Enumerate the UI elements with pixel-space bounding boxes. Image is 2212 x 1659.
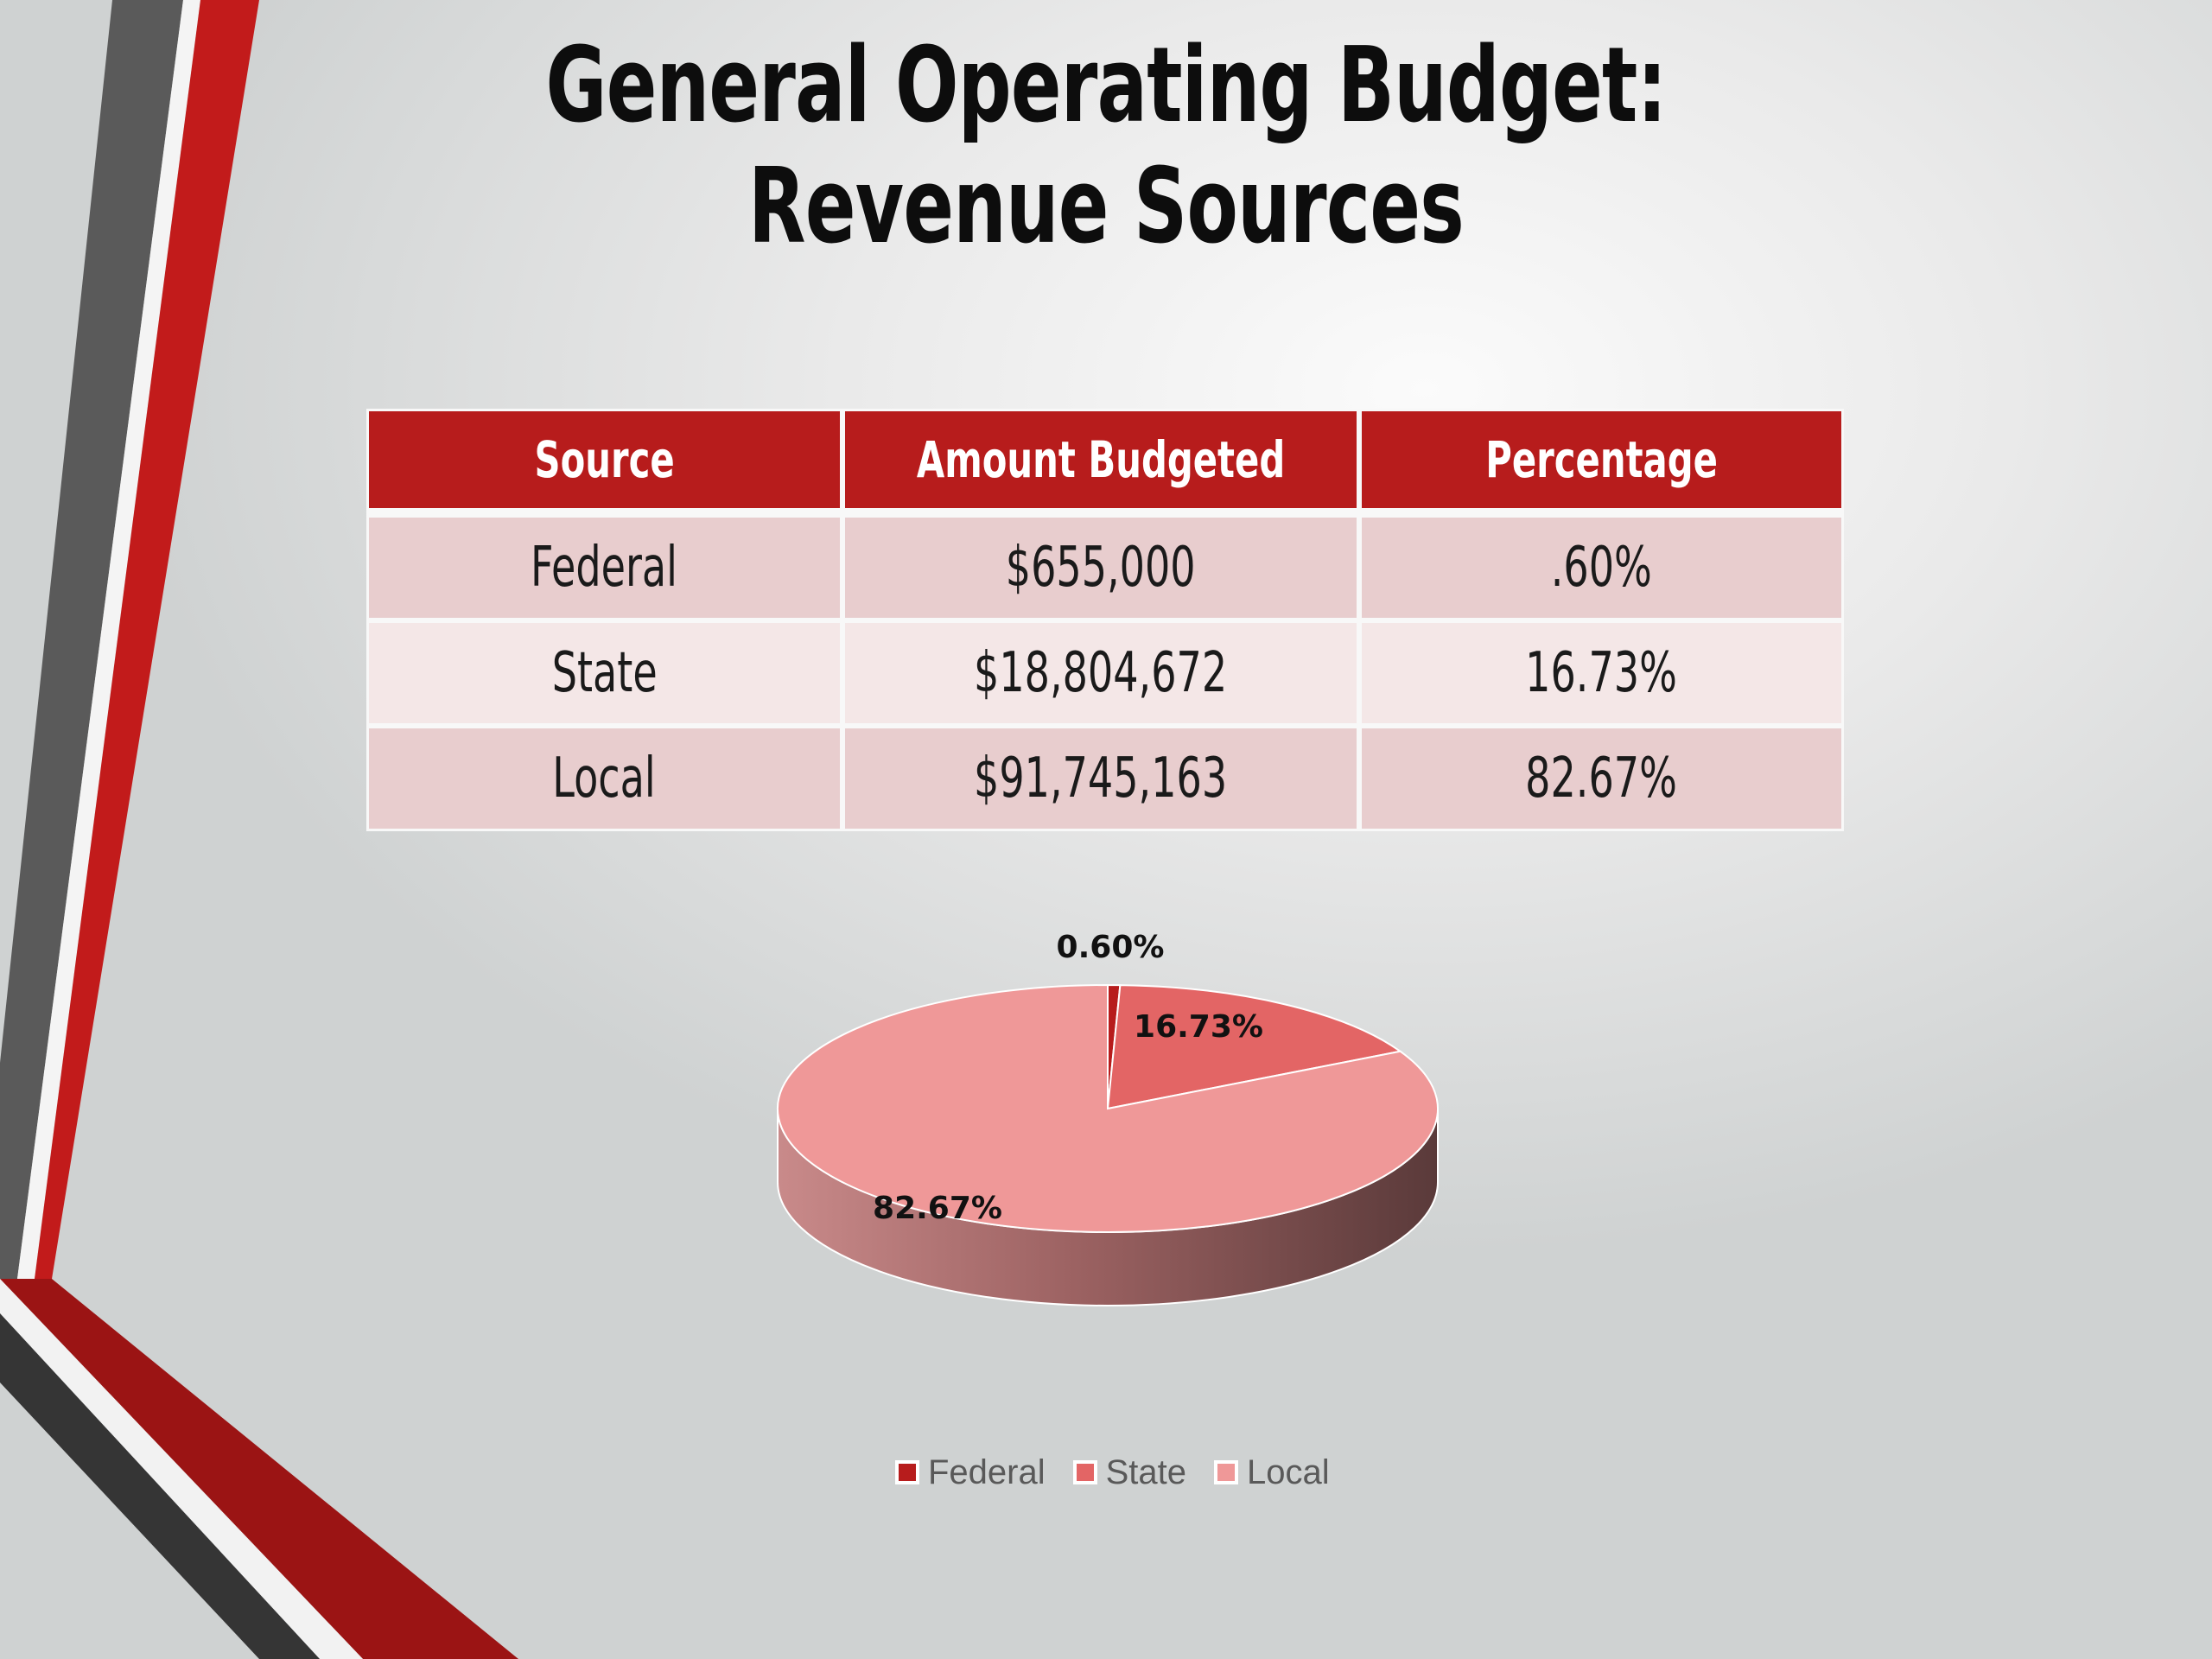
table-row: State $18,804,672 16.73%	[366, 620, 1844, 726]
legend-label: Local	[1247, 1452, 1330, 1491]
header-source: Source	[366, 409, 842, 515]
title-line-1: General Operating Budget:	[545, 26, 1668, 146]
legend-label: Federal	[928, 1452, 1046, 1491]
revenue-table: Source Amount Budgeted Percentage Federa…	[366, 409, 1844, 831]
cell-percentage: 82.67%	[1358, 726, 1844, 831]
cell-percentage: 16.73%	[1358, 620, 1844, 726]
legend-item-local: Local	[1214, 1453, 1330, 1492]
cell-source: Federal	[366, 515, 842, 620]
table-header-row: Source Amount Budgeted Percentage	[366, 409, 1844, 515]
data-label-federal: 0.60%	[1057, 930, 1165, 965]
legend-label: State	[1105, 1452, 1187, 1491]
chart-legend: Federal State Local	[895, 1448, 1330, 1497]
cell-percentage: .60%	[1358, 515, 1844, 620]
cell-amount: $655,000	[842, 515, 1359, 620]
data-label-local: 82.67%	[873, 1191, 1002, 1226]
legend-swatch-federal	[895, 1460, 919, 1484]
legend-swatch-state	[1072, 1460, 1097, 1484]
slide-title: General Operating Budget: Revenue Source…	[0, 26, 2212, 268]
cell-amount: $18,804,672	[842, 620, 1359, 726]
table-row: Federal $655,000 .60%	[366, 515, 1844, 620]
cell-source: State	[366, 620, 842, 726]
data-label-state: 16.73%	[1134, 1009, 1263, 1045]
header-amount: Amount Budgeted	[842, 409, 1359, 515]
legend-item-state: State	[1072, 1452, 1187, 1492]
cell-amount: $91,745,163	[842, 726, 1359, 831]
title-line-2: Revenue Sources	[748, 147, 1465, 267]
pie-slice-local	[777, 983, 1439, 1233]
header-percentage: Percentage	[1358, 409, 1844, 515]
pie-slice-state	[1106, 984, 1402, 1110]
legend-item-federal: Federal	[895, 1453, 1046, 1492]
cell-source: Local	[366, 726, 842, 831]
legend-swatch-local	[1214, 1460, 1239, 1484]
table-row: Local $91,745,163 82.67%	[366, 726, 1844, 831]
